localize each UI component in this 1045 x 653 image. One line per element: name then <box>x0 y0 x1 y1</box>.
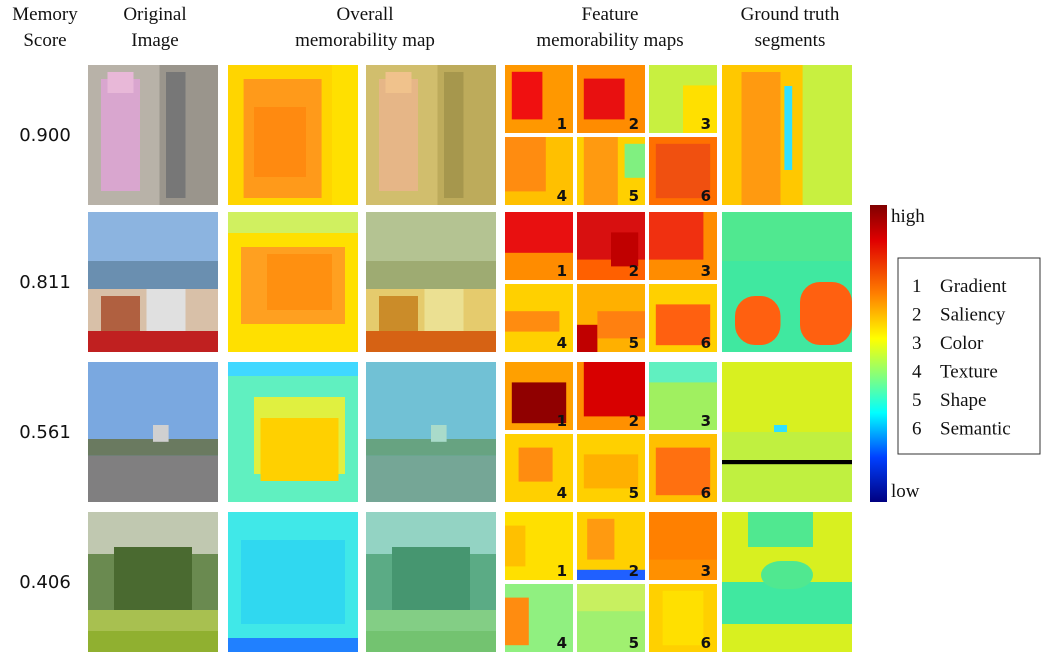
feature-number: 5 <box>629 187 639 205</box>
legend-name: Semantic <box>940 419 1011 440</box>
feature-map <box>505 284 573 352</box>
legend-name: Saliency <box>940 305 1006 326</box>
feature-map <box>577 65 645 133</box>
feature-map <box>505 137 573 205</box>
feature-map <box>649 584 717 652</box>
feature-number: 2 <box>629 115 639 133</box>
ground-truth <box>722 362 852 502</box>
column-header: Original <box>123 4 186 25</box>
feature-number: 4 <box>557 187 567 205</box>
feature-map <box>577 137 645 205</box>
feature-map <box>577 584 645 652</box>
feature-map <box>577 362 645 430</box>
legend-number: 5 <box>912 390 922 411</box>
overall-map <box>228 362 358 502</box>
feature-number: 4 <box>557 334 567 352</box>
feature-number: 3 <box>701 412 711 430</box>
feature-number: 3 <box>701 562 711 580</box>
feature-map <box>649 362 717 430</box>
column-header: Image <box>131 30 178 51</box>
feature-number: 1 <box>557 262 567 280</box>
memory-score: 0.406 <box>19 572 71 593</box>
overlay-map <box>366 512 496 652</box>
feature-number: 6 <box>701 634 711 652</box>
overall-map <box>228 65 358 205</box>
feature-number: 6 <box>701 334 711 352</box>
feature-map <box>649 434 717 502</box>
feature-number: 1 <box>557 115 567 133</box>
feature-map <box>649 212 717 280</box>
overlay-map <box>366 65 496 205</box>
feature-number: 5 <box>629 334 639 352</box>
feature-number: 5 <box>629 634 639 652</box>
feature-map <box>505 584 573 652</box>
colorbar-high: high <box>891 206 925 227</box>
column-header: Score <box>23 30 66 51</box>
column-header: memorability maps <box>536 30 683 51</box>
original-image <box>88 362 218 502</box>
legend-number: 6 <box>912 419 922 440</box>
feature-number: 6 <box>701 187 711 205</box>
feature-number: 3 <box>701 115 711 133</box>
feature-number: 4 <box>557 634 567 652</box>
memory-score: 0.561 <box>19 422 71 443</box>
feature-number: 4 <box>557 484 567 502</box>
column-header: memorability map <box>295 30 435 51</box>
legend-number: 3 <box>912 333 922 354</box>
legend-name: Gradient <box>940 276 1007 297</box>
memory-score: 0.900 <box>19 125 71 146</box>
feature-map <box>577 284 645 352</box>
original-image <box>88 212 218 352</box>
legend-number: 1 <box>912 276 922 297</box>
column-header: Memory <box>12 4 78 25</box>
overall-map <box>228 512 358 652</box>
feature-map <box>505 212 573 280</box>
feature-map <box>505 434 573 502</box>
colorbar-low: low <box>891 481 920 502</box>
feature-number: 2 <box>629 562 639 580</box>
feature-number: 1 <box>557 562 567 580</box>
feature-map <box>505 512 573 580</box>
legend-name: Color <box>940 333 984 354</box>
legend-number: 4 <box>912 362 922 383</box>
feature-number: 2 <box>629 262 639 280</box>
legend-name: Texture <box>940 362 998 383</box>
ground-truth <box>722 512 852 652</box>
feature-map <box>649 512 717 580</box>
feature-number: 3 <box>701 262 711 280</box>
column-header: segments <box>755 30 826 51</box>
feature-number: 5 <box>629 484 639 502</box>
overlay-map <box>366 212 496 352</box>
legend-name: Shape <box>940 390 986 411</box>
original-image <box>88 65 218 205</box>
column-header: Feature <box>582 4 639 25</box>
colorbar <box>870 205 887 502</box>
overall-map <box>228 212 358 352</box>
feature-number: 1 <box>557 412 567 430</box>
feature-map <box>577 212 645 280</box>
column-header: Ground truth <box>741 4 840 25</box>
ground-truth <box>722 65 852 205</box>
feature-map <box>649 65 717 133</box>
feature-map <box>505 65 573 133</box>
feature-number: 6 <box>701 484 711 502</box>
feature-map <box>649 284 717 352</box>
column-header: Overall <box>337 4 394 25</box>
original-image <box>88 512 218 652</box>
feature-map <box>505 362 573 430</box>
ground-truth <box>722 212 852 352</box>
feature-map <box>577 434 645 502</box>
legend-number: 2 <box>912 305 922 326</box>
overlay-map <box>366 362 496 502</box>
feature-number: 2 <box>629 412 639 430</box>
legend-box <box>897 257 1041 455</box>
feature-map <box>649 137 717 205</box>
feature-map <box>577 512 645 580</box>
memory-score: 0.811 <box>19 272 71 293</box>
